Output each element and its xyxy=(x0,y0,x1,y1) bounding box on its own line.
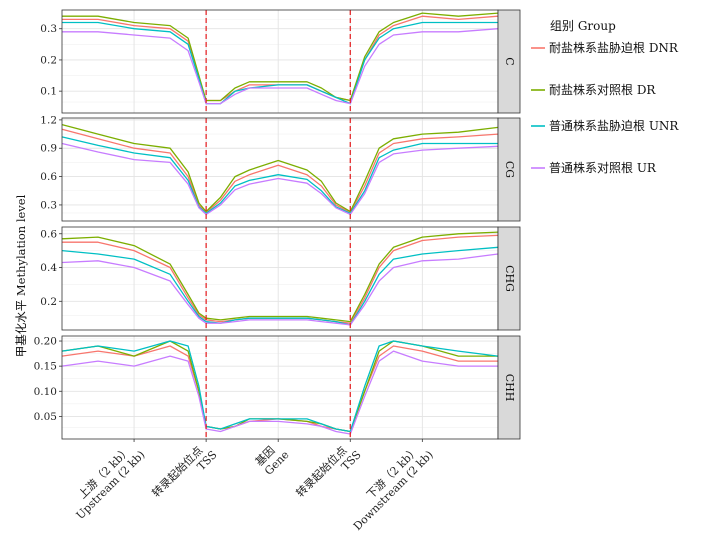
x-tick-label: 上游（2 kb）Upstream (2 kb) xyxy=(74,444,148,522)
strip-label: C xyxy=(503,57,516,65)
y-tick-label: 0.6 xyxy=(40,171,57,183)
x-tick-label-zh: 转录起始位点 xyxy=(149,443,206,500)
y-tick-label: 0.20 xyxy=(34,336,57,348)
panel-c: 0.1 0.2 0.3 C xyxy=(40,9,521,114)
strip-background xyxy=(497,335,521,440)
panel-background xyxy=(62,10,498,113)
series-line-ur xyxy=(61,253,499,326)
y-tick-label: 0.2 xyxy=(40,296,57,308)
series-line-ur xyxy=(61,142,499,216)
strip-label: CHG xyxy=(503,265,516,292)
strip-background xyxy=(497,117,521,222)
series-line-ur xyxy=(62,28,499,105)
y-tick-label: 0.3 xyxy=(40,199,57,211)
series-line-dr xyxy=(62,12,499,102)
strip-background xyxy=(497,226,521,331)
legend-label-0: 耐盐株系盐胁迫根 DNR xyxy=(549,40,679,55)
panel-background xyxy=(62,336,498,439)
x-tick-label-zh: 转录起始位点 xyxy=(293,443,350,500)
series-line-dr xyxy=(61,123,499,213)
series-line-unr xyxy=(62,21,498,105)
strip-label: CG xyxy=(503,161,516,178)
panel-chh: 0.05 0.10 0.15 0.20 CHH xyxy=(34,335,521,440)
legend-label-2: 普通株系盐胁迫根 UNR xyxy=(549,118,679,133)
panel-chg: 0.2 0.4 0.6 CHG xyxy=(40,226,521,331)
y-tick-label: 0.4 xyxy=(40,262,57,274)
series-line-unr xyxy=(61,246,499,326)
y-tick-label: 0.6 xyxy=(40,228,57,240)
series-line-unr xyxy=(61,340,499,433)
y-tick-label: 0.9 xyxy=(40,143,57,155)
panel-background xyxy=(62,227,498,330)
y-axis-label: 甲基化水平 Methylation level xyxy=(14,194,28,357)
strip-background xyxy=(497,9,521,114)
panel-background xyxy=(62,118,498,221)
legend-label-1: 耐盐株系对照根 DR xyxy=(549,82,656,97)
y-tick-label: 0.1 xyxy=(40,86,57,98)
series-line-dnr xyxy=(61,128,499,214)
y-tick-label: 0.05 xyxy=(34,411,57,423)
panels: 0.1 0.2 0.3 C 0.3 0.6 0.9 1.2 CG 0.2 0.4 0.6 CHG 0.05… xyxy=(34,9,521,440)
legend-label-3: 普通株系对照根 UR xyxy=(549,160,657,175)
y-tick-label: 0.15 xyxy=(34,361,57,373)
legend-title: 组别 Group xyxy=(550,19,616,33)
legend: 组别 Group 耐盐株系盐胁迫根 DNR 耐盐株系对照根 DR 普通株系盐胁迫根 … xyxy=(531,19,679,175)
y-tick-label: 0.10 xyxy=(34,386,57,398)
strip-label: CHH xyxy=(503,374,516,402)
panel-cg: 0.3 0.6 0.9 1.2 CG xyxy=(40,114,521,222)
y-tick-label: 0.2 xyxy=(40,54,57,66)
series-line-unr xyxy=(61,136,498,215)
y-tick-label: 0.3 xyxy=(40,23,57,35)
y-tick-label: 1.2 xyxy=(40,114,57,126)
x-tick-label-en: Downstream (2 kb) xyxy=(351,448,436,533)
series-line-ur xyxy=(61,350,498,435)
series-line-dr xyxy=(61,231,499,323)
